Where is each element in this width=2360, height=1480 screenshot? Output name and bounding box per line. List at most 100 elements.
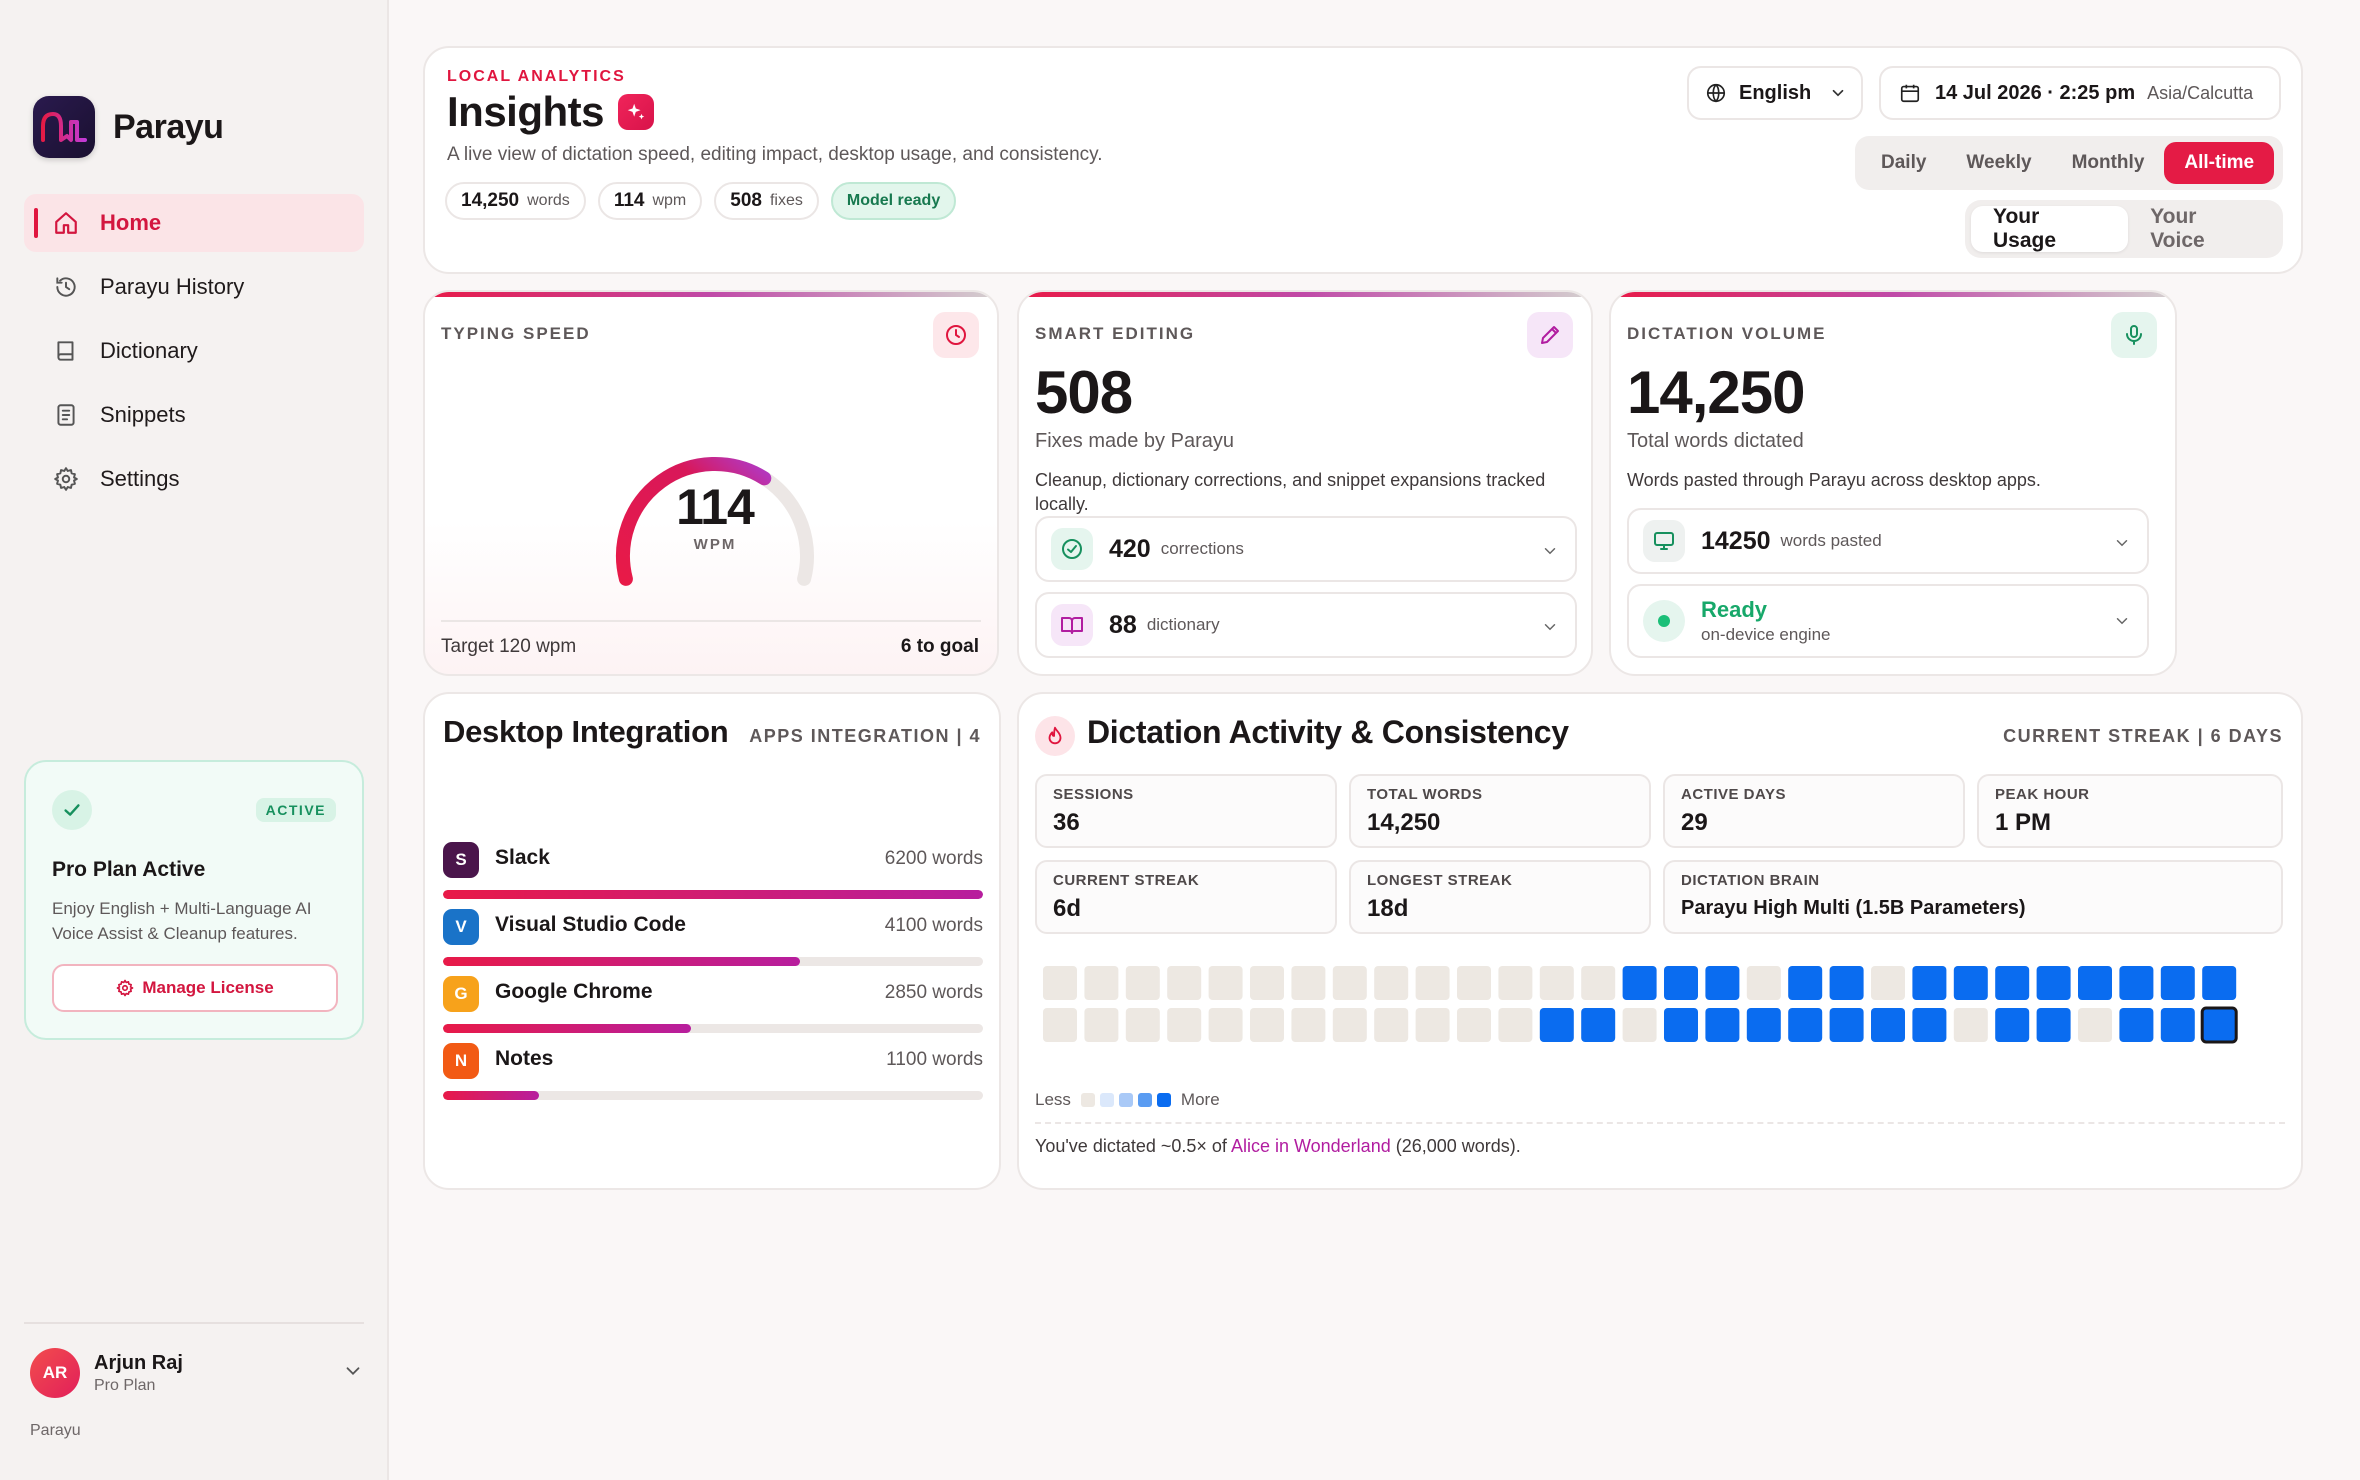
words-pasted-row[interactable]: 14250 words pasted	[1627, 508, 2149, 574]
chevron-down-icon[interactable]	[342, 1360, 364, 1387]
heatmap-cell[interactable]	[2119, 1008, 2154, 1042]
heatmap-cell[interactable]	[1084, 1008, 1119, 1042]
corrections-row[interactable]: 420 corrections	[1035, 516, 1577, 582]
heatmap-cell[interactable]	[1829, 1008, 1864, 1042]
heatmap-cell[interactable]	[1664, 1008, 1698, 1042]
heatmap-cell[interactable]	[2160, 1008, 2195, 1042]
heatmap-cell-today[interactable]	[2200, 1006, 2238, 1044]
heatmap-cell[interactable]	[1291, 966, 1326, 1000]
sidebar-item-snippets[interactable]: Snippets	[24, 386, 364, 444]
app-words: 6200 words	[884, 848, 983, 869]
heatmap-cell[interactable]	[1829, 966, 1864, 1000]
tab-your-usage[interactable]: Your Usage	[1971, 205, 2129, 252]
heatmap-cell[interactable]	[1664, 966, 1698, 1000]
user-menu[interactable]: AR Arjun Raj Pro Plan	[30, 1348, 364, 1398]
tab-all-time[interactable]: All-time	[2164, 142, 2275, 184]
heatmap-cell[interactable]	[1043, 1008, 1077, 1042]
heatmap-cell[interactable]	[1871, 1008, 1905, 1042]
heatmap-cell[interactable]	[1995, 1008, 2030, 1042]
heatmap-cell[interactable]	[1208, 966, 1243, 1000]
heatmap-cell[interactable]	[1912, 1008, 1947, 1042]
heatmap-cell[interactable]	[1705, 966, 1740, 1000]
heatmap-cell[interactable]	[1498, 966, 1533, 1000]
heatmap-cell[interactable]	[1291, 1008, 1326, 1042]
heatmap-cell[interactable]	[2202, 966, 2237, 1000]
language-select[interactable]: English	[1687, 66, 1863, 120]
stat-label: PEAK HOUR	[1995, 786, 2090, 803]
tab-daily[interactable]: Daily	[1881, 152, 1927, 173]
date-time-picker[interactable]: 14 Jul 2026 · 2:25 pm Asia/Calcutta	[1879, 66, 2281, 120]
comparison-book-link[interactable]: Alice in Wonderland	[1230, 1136, 1391, 1156]
app-row[interactable]: V Visual Studio Code 4100 words	[443, 909, 983, 969]
stat-longest-streak: LONGEST STREAK 18d	[1349, 860, 1651, 934]
heatmap-cell[interactable]	[1043, 966, 1077, 1000]
heatmap-cell[interactable]	[1332, 1008, 1367, 1042]
heatmap-cell[interactable]	[1457, 1008, 1491, 1042]
fixes-caption: Fixes made by Parayu	[1035, 430, 1234, 452]
heatmap-cell[interactable]	[1208, 1008, 1243, 1042]
tab-weekly[interactable]: Weekly	[1966, 152, 2032, 173]
heatmap-cell[interactable]	[1250, 966, 1284, 1000]
heatmap-cell[interactable]	[1332, 966, 1367, 1000]
tab-your-voice[interactable]: Your Voice	[2150, 205, 2205, 252]
heatmap-cell[interactable]	[1912, 966, 1947, 1000]
heatmap-cell[interactable]	[1788, 966, 1823, 1000]
heatmap-cell[interactable]	[1995, 966, 2030, 1000]
heatmap-cell[interactable]	[1415, 1008, 1450, 1042]
heatmap-cell[interactable]	[2119, 966, 2154, 1000]
sidebar-item-home[interactable]: Home	[24, 194, 364, 252]
stat-value: 36	[1053, 809, 1080, 836]
plan-status-badge: ACTIVE	[255, 798, 336, 822]
sidebar-item-settings[interactable]: Settings	[24, 450, 364, 508]
heatmap-cell[interactable]	[2078, 1008, 2112, 1042]
heatmap-cell[interactable]	[1125, 1008, 1160, 1042]
heatmap-cell[interactable]	[1622, 1008, 1657, 1042]
heatmap-cell[interactable]	[1581, 1008, 1616, 1042]
heatmap-cell[interactable]	[1374, 1008, 1409, 1042]
stat-peak-hour: PEAK HOUR 1 PM	[1977, 774, 2283, 848]
brand[interactable]: Parayu	[33, 96, 224, 158]
sidebar-item-history[interactable]: Parayu History	[24, 258, 364, 316]
heatmap-cell[interactable]	[1084, 966, 1119, 1000]
heatmap-cell[interactable]	[1498, 1008, 1533, 1042]
microphone-icon[interactable]	[2111, 312, 2157, 358]
usage-bar	[443, 890, 983, 899]
dictionary-row[interactable]: 88 dictionary	[1035, 592, 1577, 658]
clock-icon[interactable]	[933, 312, 979, 358]
heatmap-cell[interactable]	[1167, 1008, 1202, 1042]
usage-bar-fill	[443, 890, 983, 899]
heatmap-cell[interactable]	[1705, 1008, 1740, 1042]
heatmap-cell[interactable]	[2036, 1008, 2071, 1042]
heatmap-cell[interactable]	[1581, 966, 1616, 1000]
heatmap-cell[interactable]	[1788, 1008, 1823, 1042]
heatmap-cell[interactable]	[1250, 1008, 1284, 1042]
engine-status-row[interactable]: Ready on-device engine	[1627, 584, 2149, 658]
app-icon: V	[443, 909, 479, 945]
heatmap-cell[interactable]	[1871, 966, 1905, 1000]
heatmap-cell[interactable]	[1415, 966, 1450, 1000]
heatmap-cell[interactable]	[1539, 966, 1574, 1000]
app-row[interactable]: S Slack 6200 words	[443, 842, 983, 902]
heatmap-cell[interactable]	[1746, 1008, 1781, 1042]
heatmap-cell[interactable]	[2160, 966, 2195, 1000]
heatmap-cell[interactable]	[1746, 966, 1781, 1000]
heatmap-cell[interactable]	[1622, 966, 1657, 1000]
tab-monthly[interactable]: Monthly	[2071, 152, 2145, 173]
heatmap-cell[interactable]	[1374, 966, 1409, 1000]
check-icon	[52, 790, 92, 830]
pencil-icon[interactable]	[1527, 312, 1573, 358]
heatmap-cell[interactable]	[1457, 966, 1491, 1000]
app-row[interactable]: G Google Chrome 2850 words	[443, 976, 983, 1036]
manage-license-button[interactable]: Manage License	[52, 964, 338, 1012]
chevron-down-icon	[2113, 612, 2131, 635]
heatmap-cell[interactable]	[2078, 966, 2112, 1000]
heatmap-cell[interactable]	[1953, 1008, 1988, 1042]
app-row[interactable]: N Notes 1100 words	[443, 1043, 983, 1103]
heatmap-cell[interactable]	[1125, 966, 1160, 1000]
heatmap-cell[interactable]	[1539, 1008, 1574, 1042]
sidebar-item-dictionary[interactable]: Dictionary	[24, 322, 364, 380]
heatmap-cell[interactable]	[1953, 966, 1988, 1000]
heatmap-cell[interactable]	[2036, 966, 2071, 1000]
heatmap-cell[interactable]	[1167, 966, 1202, 1000]
page-eyebrow: LOCAL ANALYTICS	[447, 68, 626, 85]
